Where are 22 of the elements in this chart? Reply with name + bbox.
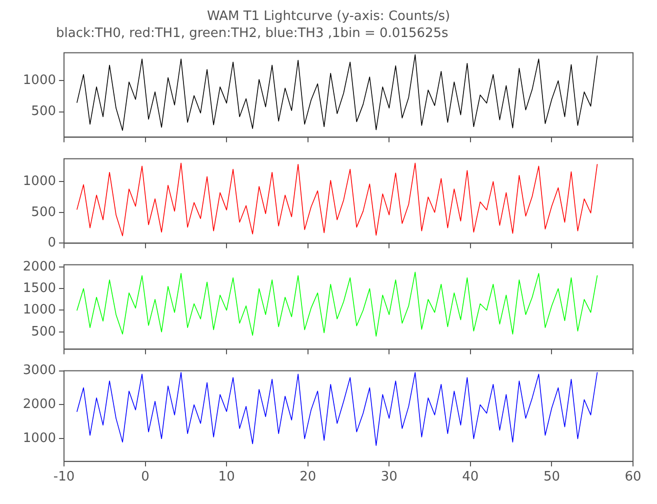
chart-title: WAM T1 Lightcurve (y-axis: Counts/s)	[206, 8, 452, 25]
chart-subtitle: black:TH0, red:TH1, green:TH2, blue:TH3 ,1bin = 0.015625s	[55, 25, 450, 42]
x-tick-label: 50	[543, 470, 560, 485]
x-tick-label: 30	[380, 470, 398, 485]
y-tick-label: 500	[31, 324, 56, 340]
y-tick-label: 500	[31, 104, 56, 120]
x-tick-label: 0	[141, 470, 150, 485]
x-tick-label: 60	[624, 470, 642, 485]
y-tick-label: 1000	[22, 302, 56, 318]
x-tick-label: -10	[53, 470, 75, 485]
y-tick-label: 1000	[22, 174, 56, 189]
y-tick-label: 1500	[22, 280, 56, 296]
y-tick-label: 0	[48, 236, 56, 251]
y-tick-label: 2000	[22, 397, 56, 412]
y-tick-label: 1000	[22, 73, 56, 88]
x-tick-label: 40	[462, 470, 479, 485]
y-tick-label: 2000	[22, 259, 56, 274]
y-tick-label: 500	[31, 204, 56, 220]
x-tick-label: 20	[300, 470, 316, 485]
y-tick-label: 3000	[22, 363, 56, 378]
x-tick-label: 10	[218, 470, 235, 485]
y-tick-label: 1000	[22, 431, 56, 446]
